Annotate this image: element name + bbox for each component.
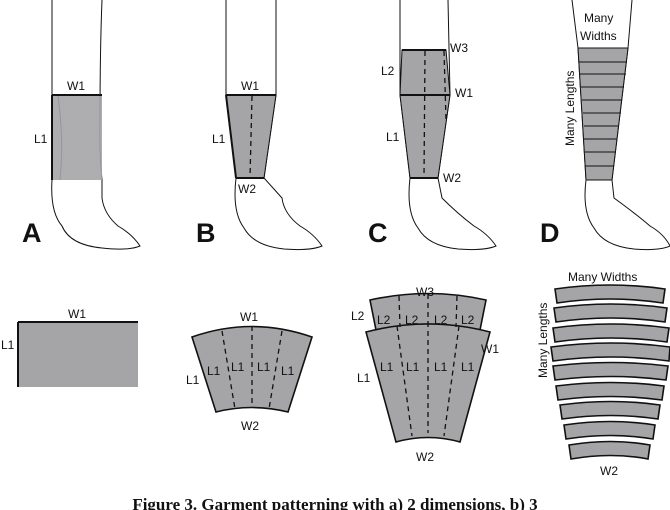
- figure-caption: Figure 3. Garment patterning with a) 2 d…: [132, 495, 537, 510]
- w3-label-c: W3: [450, 41, 468, 55]
- pattern-inner-3-b: L1: [257, 360, 271, 374]
- pattern-inner-4-b: L1: [281, 364, 295, 378]
- panel-letter-a: A: [22, 218, 42, 248]
- pattern-w1-label-c: W1: [481, 342, 499, 356]
- pattern-w1-label-b: W1: [240, 310, 258, 324]
- pattern-inner-bot-2-c: L1: [406, 360, 420, 374]
- l1-label-b: L1: [212, 132, 226, 146]
- panel-letter-d: D: [540, 218, 560, 248]
- pattern-inner-top-1-c: L2: [377, 313, 391, 327]
- many-lengths-label-d: Many Lengths: [563, 71, 577, 146]
- pattern-c: W3 L2 L2 L2 L2 L2 W1 L1 L1 L1 L1 L1 W2: [351, 285, 499, 464]
- pattern-inner-top-2-c: L2: [405, 313, 419, 327]
- w1-label-a: W1: [67, 79, 85, 93]
- pattern-l1-label-a: L1: [1, 338, 15, 352]
- pattern-w1-label-a: W1: [68, 307, 86, 321]
- panel-letter-c: C: [368, 218, 388, 248]
- pattern-inner-2-b: L1: [231, 360, 245, 374]
- pattern-inner-1-b: L1: [207, 364, 221, 378]
- pattern-inner-top-3-c: L2: [434, 313, 448, 327]
- panel-a: W1 L1 A: [22, 0, 140, 249]
- pattern-a: W1 L1: [1, 307, 138, 387]
- fabric-d: [578, 48, 628, 180]
- pattern-widths-label-d: Many Widths: [568, 270, 637, 284]
- fabric-rect-a: [52, 95, 102, 180]
- pattern-inner-top-4-c: L2: [461, 313, 475, 327]
- pattern-w2-label-d: W2: [600, 464, 618, 478]
- pattern-lengths-label-d: Many Lengths: [536, 303, 550, 378]
- w2-label-c: W2: [443, 171, 461, 185]
- pattern-rect-a: [18, 322, 138, 387]
- pattern-inner-bot-1-c: L1: [380, 360, 394, 374]
- widths-label-d: Widths: [580, 29, 617, 43]
- pattern-l1-label-b: L1: [186, 373, 200, 387]
- many-label-d: Many: [584, 11, 613, 25]
- l2-label-c: L2: [381, 64, 395, 78]
- pattern-w3-label-c: W3: [416, 285, 434, 299]
- pattern-b: W1 L1 L1 L1 L1 L1 W2: [186, 310, 312, 433]
- panel-d: Many Widths Many Lengths D: [540, 0, 670, 250]
- panel-c: W3 L2 W1 L1 W2 C: [368, 0, 496, 250]
- pattern-w2-label-c: W2: [416, 450, 434, 464]
- panel-letter-b: B: [196, 218, 216, 248]
- w1-label-c: W1: [455, 86, 473, 100]
- w1-label-b: W1: [241, 79, 259, 93]
- l1-label-c: L1: [386, 130, 400, 144]
- pattern-inner-bot-3-c: L1: [434, 360, 448, 374]
- pattern-w2-label-b: W2: [241, 419, 259, 433]
- pattern-strips-d: [551, 285, 670, 459]
- l1-label-a: L1: [34, 132, 48, 146]
- pattern-inner-bot-4-c: L1: [461, 360, 475, 374]
- pattern-d: Many Widths Many Lengths W2: [536, 270, 670, 478]
- w2-label-b: W2: [238, 182, 256, 196]
- panel-b: W1 L1 W2 B: [196, 0, 322, 250]
- pattern-l2-label-c: L2: [351, 309, 365, 323]
- pattern-l1-label-c: L1: [357, 371, 371, 385]
